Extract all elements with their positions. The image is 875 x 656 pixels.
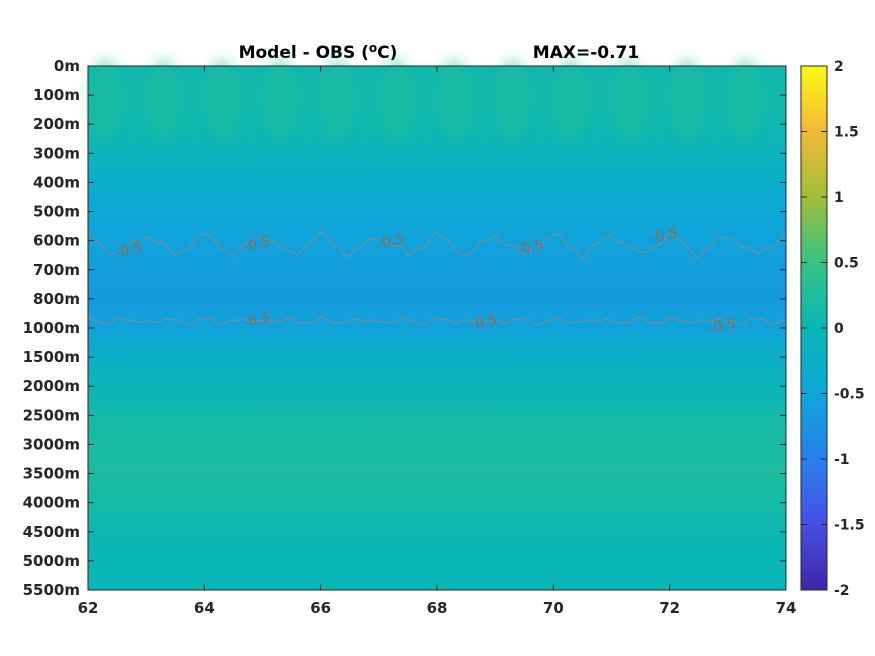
contour-line-upper [87,231,787,259]
x-tick-label: 64 [194,599,215,617]
x-tick-label: 68 [427,599,448,617]
x-tick-label: 74 [776,599,797,617]
plume-cell [612,58,645,143]
y-tick-label: 100m [33,86,80,104]
colorbar-tick-label: -2 [834,583,850,599]
max-annotation: MAX=-0.71 [533,43,639,63]
heatmap-plot-area: -0.5 -0.5 -0.5 -0.5 -0.5 -0.5 -0.5 -0.5 [87,58,787,591]
plume-cell [671,58,704,143]
y-tick-label: 800m [33,290,80,308]
plume-cell [322,58,355,143]
plume-cell [496,58,529,143]
y-tick-label: 5500m [23,581,80,599]
plume-cell [89,58,122,143]
heatmap-field [88,66,786,590]
plume-cell [554,58,587,143]
chart-title: Model - OBS (oC) [239,41,398,63]
x-tick-label: 62 [78,599,99,617]
plume-cell [263,58,296,143]
colorbar-ticks: 2 1.5 1 0.5 0 -0.5 -1 -1.5 -2 [801,59,865,599]
colorbar-tick-label: -0.5 [834,387,865,403]
contour-label: -0.5 [469,313,499,334]
contour-label: -0.5 [114,240,144,261]
contour-label: -0.5 [515,237,545,258]
contour-label: -0.5 [376,231,406,252]
y-tick-label: 0m [54,57,80,75]
y-tick-label: 3500m [23,465,80,483]
y-tick-label: 5000m [23,552,80,570]
contour-lines [87,231,787,326]
colorbar-tick-label: 0.5 [834,256,859,272]
colorbar-tick-label: 1 [834,190,844,206]
contour-label: -0.5 [649,225,679,246]
colorbar-tick-label: -1 [834,452,850,468]
y-tick-label: 700m [33,261,80,279]
plume-cell [380,58,413,143]
plume-cell [438,58,471,143]
x-axis: 62 64 66 68 70 72 74 [78,66,797,617]
y-tick-label: 400m [33,173,80,191]
colorbar: 2 1.5 1 0.5 0 -0.5 -1 -1.5 -2 [800,59,865,599]
x-tick-label: 66 [310,599,331,617]
y-tick-label: 1000m [23,319,80,337]
contour-label: -0.5 [242,234,272,255]
plume-cell [147,58,180,143]
x-tick-label: 72 [659,599,680,617]
y-tick-label: 2500m [23,406,80,424]
y-tick-label: 3000m [23,435,80,453]
contour-label: -0.5 [242,310,272,331]
y-tick-label: 200m [33,115,80,133]
y-tick-label: 600m [33,232,80,250]
y-tick-label: 4000m [23,494,80,512]
y-tick-label: 300m [33,144,80,162]
y-tick-label: 1500m [23,348,80,366]
contour-line-lower [87,316,787,326]
plume-cell [729,58,762,143]
contour-label: -0.5 [707,315,737,336]
colorbar-tick-label: 0 [834,321,844,337]
y-tick-label: 500m [33,203,80,221]
colorbar-tick-label: 2 [834,59,844,75]
colorbar-tick-label: -1.5 [834,518,865,534]
contour-labels: -0.5 -0.5 -0.5 -0.5 -0.5 -0.5 -0.5 -0.5 [114,225,737,337]
y-tick-label: 2000m [23,377,80,395]
x-tick-label: 70 [543,599,564,617]
y-tick-label: 4500m [23,523,80,541]
plume-cell [205,58,238,143]
colorbar-tick-label: 1.5 [834,125,859,141]
surface-anomaly-plumes [89,58,762,143]
y-axis: 0m 100m 200m 300m 400m 500m 600m 700m 800m 1000m 1… [23,57,786,599]
